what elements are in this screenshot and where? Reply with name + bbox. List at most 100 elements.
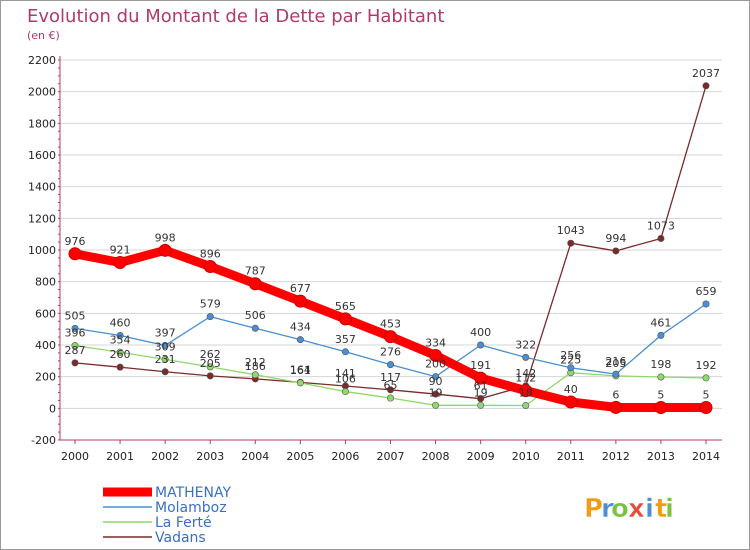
data-point [702,82,710,90]
data-label: 205 [605,357,626,370]
data-label: 334 [425,336,446,349]
data-label: 161 [290,364,311,377]
x-tick-label: 2005 [286,450,314,463]
data-label: 61 [474,380,488,393]
y-tick-label: 2200 [28,54,56,67]
data-label: 976 [65,235,86,248]
y-tick-label: 1800 [28,117,56,130]
data-point [386,361,394,369]
data-point [116,348,124,356]
data-label: 142 [515,367,536,380]
data-label: 262 [200,348,221,361]
data-point [477,341,485,349]
data-label: 2037 [692,67,720,80]
y-tick-label: 400 [35,339,56,352]
data-label: 396 [65,327,86,340]
data-point [386,386,394,394]
data-label: 397 [155,326,176,339]
x-tick-label: 2003 [196,450,224,463]
data-point [612,247,620,255]
data-label: 460 [110,317,131,330]
data-point [564,395,578,409]
data-label: 579 [200,298,221,311]
chart-title: Evolution du Montant de la Dette par Hab… [27,6,444,27]
data-label: 921 [110,244,131,257]
y-tick-label: 1400 [28,181,56,194]
grid-lines [60,59,722,441]
data-label: 5 [657,389,664,402]
y-tick-label: -200 [31,434,56,447]
data-label: 212 [245,356,266,369]
data-point [519,384,533,398]
data-label: 896 [200,247,221,260]
logo-letter: r [601,494,614,524]
data-label: 276 [380,346,401,359]
data-point [432,390,440,398]
data-point [248,277,262,291]
data-label: 90 [429,375,443,388]
data-point [432,373,440,381]
data-label: 191 [470,359,491,372]
data-point [341,348,349,356]
legend-label: La Ferté [155,515,212,531]
x-tick-label: 2000 [61,450,89,463]
data-point [702,374,710,382]
data-label: 787 [245,265,266,278]
data-point [116,331,124,339]
y-tick-label: 200 [35,371,56,384]
data-point [161,341,169,349]
data-label: 186 [245,360,266,373]
data-point [203,259,217,273]
data-point [432,401,440,409]
data-label: 309 [155,340,176,353]
x-tick-label: 2007 [377,450,405,463]
legend-label: Molamboz [155,500,227,516]
data-label: 6 [612,388,619,401]
data-point [71,342,79,350]
data-label: 434 [290,321,311,334]
x-tick-label: 2001 [106,450,134,463]
data-point [338,312,352,326]
data-label: 19 [429,386,443,399]
logo-letter: i [645,494,654,524]
data-label: 5 [703,389,710,402]
y-tick-label: 1200 [28,212,56,225]
data-label: 506 [245,309,266,322]
data-point [71,324,79,332]
x-axis-ticks: 2000 2001 2002 2003 2004 2005 2006 2007 2008 2009… [61,450,720,463]
logo-letter: x [628,494,645,524]
x-tick-label: 2013 [647,450,675,463]
data-label: 677 [290,282,311,295]
legend-label: Vadans [155,530,206,546]
data-point [251,324,259,332]
x-tick-label: 2010 [512,450,540,463]
data-point [429,348,443,362]
logo-letter: t [655,494,667,524]
data-point [206,313,214,321]
data-point [477,401,485,409]
data-point [384,330,397,344]
data-label: 400 [470,326,491,339]
data-point [386,394,394,402]
logo-letter: P [584,494,603,524]
data-label: 357 [335,333,356,346]
x-tick-label: 2004 [241,450,269,463]
data-label: 1043 [557,224,585,237]
data-label: 141 [335,367,356,380]
data-point [161,355,169,363]
data-point [699,401,713,415]
y-axis-ticks: -200 0 200 400 600 800 1000 1200 1400 1600 1800 200… [28,54,56,447]
data-label: 260 [110,348,131,361]
series-lines [68,82,713,415]
x-tick-label: 2008 [422,450,450,463]
data-labels: 287 260 231 205 186 164 141 117 90 61142104399410… [65,67,721,402]
data-label: 322 [515,338,536,351]
data-label: 1073 [647,219,675,232]
data-label: 192 [696,359,717,372]
data-point [296,379,304,387]
axes [58,56,722,444]
x-tick-label: 2002 [151,450,179,463]
y-tick-label: 800 [35,276,56,289]
